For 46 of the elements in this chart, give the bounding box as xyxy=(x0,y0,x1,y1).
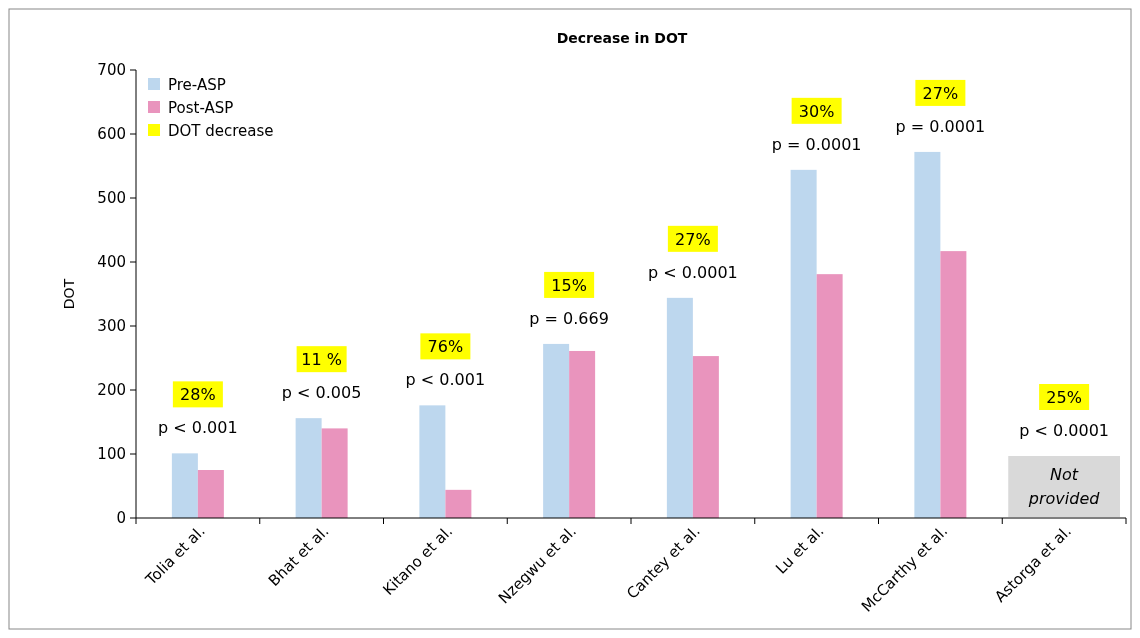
annotation: p < 0.005 xyxy=(281,383,362,403)
annotation: p = 0.0001 xyxy=(895,116,986,136)
annotation: p < 0.0001 xyxy=(648,262,738,282)
text: 15% xyxy=(551,275,587,295)
bar xyxy=(295,418,322,518)
y-tick-label: 400 xyxy=(97,253,126,271)
y-tick-label: 0 xyxy=(116,509,126,527)
bar xyxy=(419,405,446,518)
bar xyxy=(666,297,693,518)
bar xyxy=(321,428,348,518)
bar xyxy=(171,453,198,518)
annotation: p < 0.001 xyxy=(405,370,486,390)
annotation: p < 0.0001 xyxy=(1019,421,1109,440)
text: 30% xyxy=(798,101,835,121)
text: 28% xyxy=(180,385,216,405)
text: 27% xyxy=(675,229,711,249)
legend-label: Post-ASP xyxy=(168,99,234,117)
text: 11 % xyxy=(301,350,342,370)
y-tick-label: 600 xyxy=(97,125,126,143)
annotation: p = 0.669 xyxy=(529,308,609,328)
y-tick-label: 700 xyxy=(97,61,126,79)
text: 27% xyxy=(922,83,959,103)
bar xyxy=(940,251,967,518)
bar xyxy=(692,356,719,518)
bar xyxy=(543,343,570,518)
bar xyxy=(445,489,472,518)
annotation: p < 0.001 xyxy=(158,418,238,438)
text: 76% xyxy=(427,337,464,357)
chart-title: Decrease in DOT xyxy=(556,30,688,46)
bar xyxy=(816,274,843,518)
text: 25% xyxy=(1046,388,1082,407)
annotation: p = 0.0001 xyxy=(771,134,862,154)
x-tick-label: Lu et al. xyxy=(772,522,828,578)
bar xyxy=(197,470,224,518)
bar xyxy=(569,350,596,518)
y-tick-label: 100 xyxy=(97,445,126,463)
legend-label: DOT decrease xyxy=(168,122,274,140)
y-tick-label: 200 xyxy=(97,381,126,399)
bar xyxy=(790,169,817,518)
y-tick-label: 300 xyxy=(97,317,126,335)
x-tick-label: Tolia et al. xyxy=(141,522,209,590)
y-tick-label: 500 xyxy=(97,189,126,207)
y-axis-title: DOT xyxy=(61,278,77,310)
annotation: Not provided xyxy=(1027,465,1101,508)
legend-label: Pre-ASP xyxy=(168,76,226,94)
bar xyxy=(914,151,941,518)
